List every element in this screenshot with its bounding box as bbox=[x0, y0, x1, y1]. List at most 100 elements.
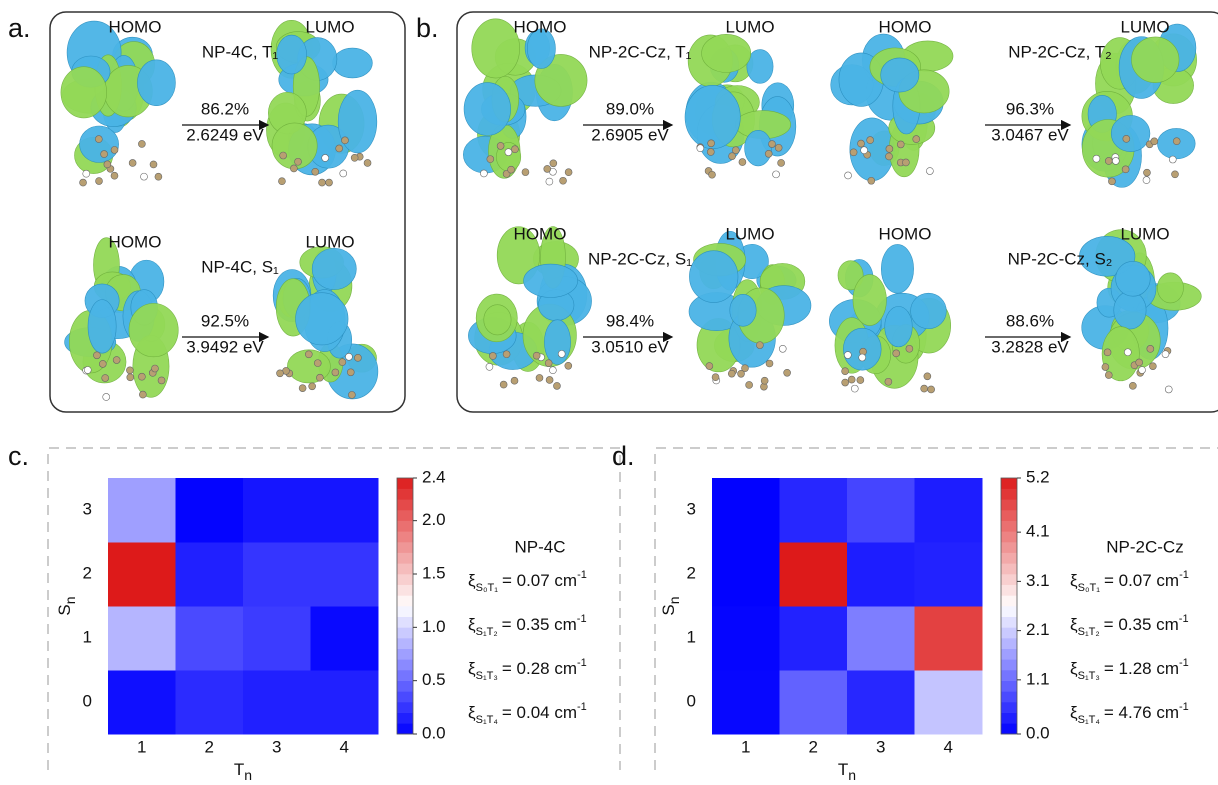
annotation: ξS₀T₁ = 0.07 cm-1 bbox=[468, 569, 587, 594]
annotation-text: = 0.07 cm bbox=[1104, 571, 1179, 590]
atom bbox=[95, 135, 103, 143]
colorbar-step bbox=[1001, 542, 1017, 553]
atom bbox=[885, 145, 894, 153]
atom bbox=[884, 377, 893, 386]
x-tick-label: 3 bbox=[876, 737, 885, 756]
atom bbox=[866, 136, 874, 144]
atom bbox=[1146, 345, 1155, 353]
colorbar-step bbox=[397, 510, 413, 521]
atom bbox=[278, 177, 286, 185]
annotation: ξS₁T₄ = 4.76 cm-1 bbox=[1070, 701, 1189, 726]
orbital-image bbox=[272, 246, 379, 400]
orbital-lobe bbox=[684, 85, 741, 150]
atom bbox=[1129, 382, 1137, 390]
atom bbox=[777, 159, 785, 167]
orbital-lobe bbox=[87, 299, 117, 354]
atom bbox=[110, 146, 119, 154]
orbital-lobe bbox=[332, 47, 373, 79]
colorbar-step bbox=[1001, 712, 1017, 724]
atom bbox=[1143, 168, 1151, 177]
colorbar-step bbox=[397, 563, 413, 575]
panel-label: b. bbox=[416, 13, 439, 43]
atom bbox=[507, 165, 515, 174]
panel-d-box bbox=[654, 447, 1218, 770]
colorbar-step bbox=[397, 542, 413, 553]
orbital-lobe bbox=[744, 129, 772, 167]
atom bbox=[154, 172, 163, 181]
atom bbox=[728, 152, 736, 160]
atom bbox=[696, 144, 705, 153]
heatmap-cell bbox=[712, 670, 780, 735]
atom bbox=[346, 368, 355, 377]
annotation-sub: S₀T₁ bbox=[476, 582, 499, 594]
atom bbox=[774, 143, 783, 152]
atom bbox=[138, 372, 146, 381]
atom bbox=[363, 159, 372, 167]
orbital-lobe bbox=[128, 303, 179, 358]
atom bbox=[1122, 135, 1131, 143]
x-axis-label-main: T bbox=[838, 760, 848, 779]
orbital-image bbox=[468, 226, 592, 390]
colorbar-step bbox=[397, 499, 413, 511]
colorbar-step bbox=[1001, 638, 1017, 649]
homo-label: HOMO bbox=[879, 17, 932, 36]
orbital-lobe bbox=[544, 319, 571, 365]
annotation-symbol: ξ bbox=[468, 571, 476, 590]
heatmap-cell bbox=[712, 542, 780, 607]
colorbar-frame bbox=[1000, 477, 1018, 735]
orbital-lobe bbox=[471, 18, 520, 79]
colorbar-step bbox=[397, 670, 413, 681]
chart-title: NP-2C-Cz bbox=[1106, 537, 1183, 556]
y-axis-label-sub: n bbox=[666, 596, 682, 604]
colorbar-step bbox=[397, 659, 413, 671]
annotation-text: = 0.35 cm bbox=[502, 615, 577, 634]
x-tick-label: 2 bbox=[205, 737, 214, 756]
annotation-sup: -1 bbox=[577, 657, 587, 669]
atom bbox=[103, 160, 112, 169]
annotation-symbol: ξ bbox=[468, 659, 476, 678]
heatmap-cell bbox=[914, 542, 983, 607]
annotation-sub: S₁T₄ bbox=[1078, 714, 1101, 726]
annotation-sub: S₀T₁ bbox=[1078, 582, 1101, 594]
atom bbox=[559, 176, 567, 185]
y-tick-label: 1 bbox=[687, 627, 696, 646]
state-label: NP-4C, S₁ bbox=[201, 257, 279, 276]
annotation-symbol: ξ bbox=[1070, 571, 1078, 590]
atom bbox=[553, 382, 561, 390]
atom bbox=[1104, 157, 1113, 165]
percent-label: 92.5% bbox=[201, 311, 249, 330]
atom bbox=[95, 177, 103, 185]
lumo-label: LUMO bbox=[725, 17, 774, 36]
orbital-lobe bbox=[852, 274, 887, 326]
percent-label: 98.4% bbox=[606, 311, 654, 330]
atom bbox=[926, 167, 934, 175]
heatmap-cell bbox=[243, 478, 311, 543]
colorbar-tick-label: 2.4 bbox=[422, 467, 446, 486]
heatmap-cell bbox=[847, 670, 915, 735]
heatmap-cell bbox=[175, 606, 244, 671]
atom bbox=[850, 384, 859, 393]
percent-label: 96.3% bbox=[1006, 99, 1054, 118]
y-axis-label-sub: n bbox=[62, 596, 78, 604]
orbital-lobe bbox=[910, 292, 947, 330]
orbital-lobe bbox=[295, 292, 349, 346]
atom bbox=[321, 154, 330, 162]
state-label: NP-2C-Cz, T₁ bbox=[589, 42, 692, 61]
orbital-lobe bbox=[311, 247, 357, 290]
atom bbox=[549, 159, 558, 168]
heatmap-cell bbox=[243, 606, 311, 671]
atom bbox=[543, 165, 552, 173]
annotation: ξS₁T₂ = 0.35 cm-1 bbox=[1070, 613, 1189, 638]
orbital-lobe bbox=[137, 59, 176, 106]
atom bbox=[741, 364, 749, 372]
annotation-sub: S₁T₄ bbox=[476, 714, 499, 726]
x-tick-label: 2 bbox=[809, 737, 818, 756]
atom bbox=[521, 168, 530, 176]
annotation-text: = 0.28 cm bbox=[502, 659, 577, 678]
atom bbox=[480, 169, 488, 178]
orbital-lobe bbox=[1115, 261, 1151, 297]
x-tick-label: 4 bbox=[340, 737, 349, 756]
orbital-lobe bbox=[881, 244, 914, 294]
orbital-lobe bbox=[483, 304, 512, 336]
